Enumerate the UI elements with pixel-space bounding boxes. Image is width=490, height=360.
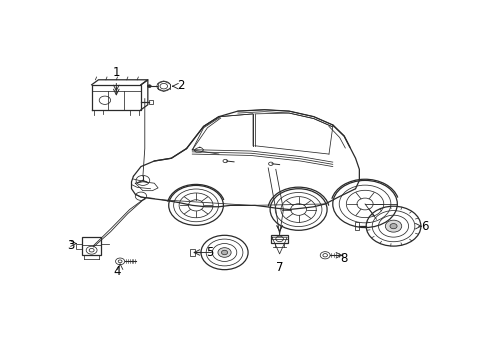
Circle shape: [147, 85, 151, 87]
Circle shape: [385, 220, 402, 232]
Bar: [271, 235, 288, 243]
Text: 5: 5: [206, 246, 213, 259]
Bar: [82, 237, 101, 255]
Text: 4: 4: [114, 265, 121, 278]
Text: 2: 2: [177, 79, 185, 92]
Circle shape: [221, 250, 227, 255]
Text: 8: 8: [341, 252, 348, 265]
Bar: [190, 249, 195, 256]
Bar: [355, 222, 359, 230]
Text: 7: 7: [276, 261, 283, 274]
Circle shape: [390, 224, 397, 229]
Circle shape: [218, 248, 231, 257]
Text: 3: 3: [67, 239, 74, 252]
Bar: [148, 100, 153, 104]
Bar: [76, 244, 82, 249]
Text: 6: 6: [421, 220, 429, 233]
Text: 1: 1: [113, 66, 120, 79]
